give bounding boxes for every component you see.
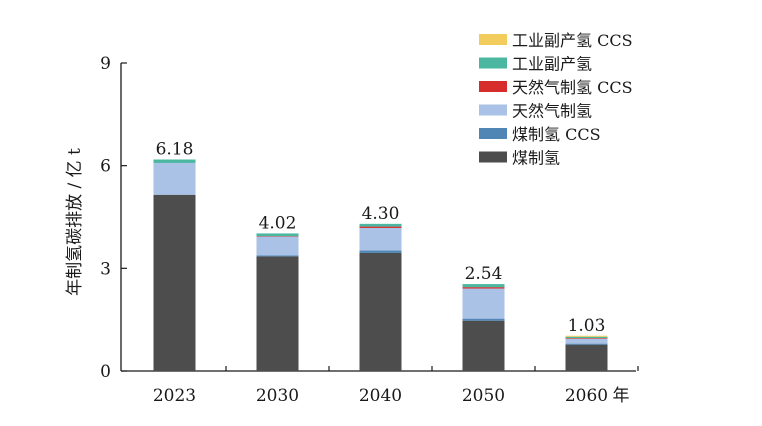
- bar-segment: [153, 162, 196, 195]
- bar-segment: [462, 284, 505, 288]
- legend-swatch: [479, 81, 507, 92]
- bar-segment: [462, 287, 505, 289]
- y-tick-label: 3: [100, 259, 111, 279]
- bar-segment: [256, 233, 299, 237]
- bar-segment: [256, 255, 299, 257]
- x-tick-label: 2050: [462, 386, 505, 406]
- legend-swatch: [479, 104, 507, 116]
- bar-segment: [359, 252, 402, 371]
- legend-swatch: [479, 128, 507, 139]
- bar-segment: [256, 236, 299, 237]
- bar-segment: [565, 344, 608, 371]
- total-label: 1.03: [568, 316, 606, 336]
- legend-swatch: [479, 34, 507, 45]
- bar-segment: [462, 288, 505, 319]
- x-tick-label: 2023: [153, 386, 196, 406]
- legend-swatch: [479, 151, 507, 163]
- y-axis-title: 年制氢碳排放 / 亿 t: [65, 148, 85, 296]
- bar-segment: [462, 318, 505, 321]
- y-tick-label: 0: [100, 362, 111, 382]
- legend-label: 天然气制氢 CCS: [512, 78, 633, 97]
- bar-segment: [565, 338, 608, 339]
- x-tick-labels: 2023 2030 2040 2050 2060 年: [153, 386, 630, 406]
- total-label: 6.18: [156, 140, 194, 160]
- bar-segment: [359, 227, 402, 251]
- bar-segment: [153, 194, 196, 371]
- bar-segment: [359, 250, 402, 253]
- total-label: 4.30: [362, 204, 400, 224]
- legend-label: 工业副产氢 CCS: [512, 31, 633, 50]
- legend-swatch: [479, 57, 507, 69]
- bar-segment: [565, 338, 608, 344]
- total-labels: 6.18 4.02 4.30 2.54 1.03: [156, 140, 606, 336]
- y-tick-label: 9: [100, 54, 111, 74]
- bar-segment: [153, 159, 196, 163]
- bar-segment: [359, 226, 402, 228]
- bar-segment: [565, 335, 608, 337]
- bar-segment: [256, 236, 299, 256]
- total-label: 4.02: [259, 213, 297, 233]
- legend-label: 工业副产氢: [512, 55, 592, 74]
- legend-label: 天然气制氢: [512, 102, 592, 121]
- bar-segment: [256, 256, 299, 371]
- x-unit-suffix: 年: [613, 386, 630, 406]
- y-axis-title-group: 年制氢碳排放 / 亿 t: [65, 148, 85, 296]
- bars: [153, 159, 608, 371]
- y-tick-labels: 0 3 6 9: [100, 54, 111, 382]
- bar-segment: [565, 343, 608, 345]
- total-label: 2.54: [465, 264, 503, 284]
- y-tick-label: 6: [100, 157, 111, 177]
- x-tick-label: 2060: [565, 386, 608, 406]
- legend-label: 煤制氢 CCS: [512, 125, 601, 144]
- x-tick-label: 2040: [359, 386, 402, 406]
- bar-segment: [359, 223, 402, 227]
- bar-segment: [565, 336, 608, 339]
- bar-segment: [462, 320, 505, 371]
- legend-label: 煤制氢: [512, 149, 560, 168]
- x-tick-label: 2030: [256, 386, 299, 406]
